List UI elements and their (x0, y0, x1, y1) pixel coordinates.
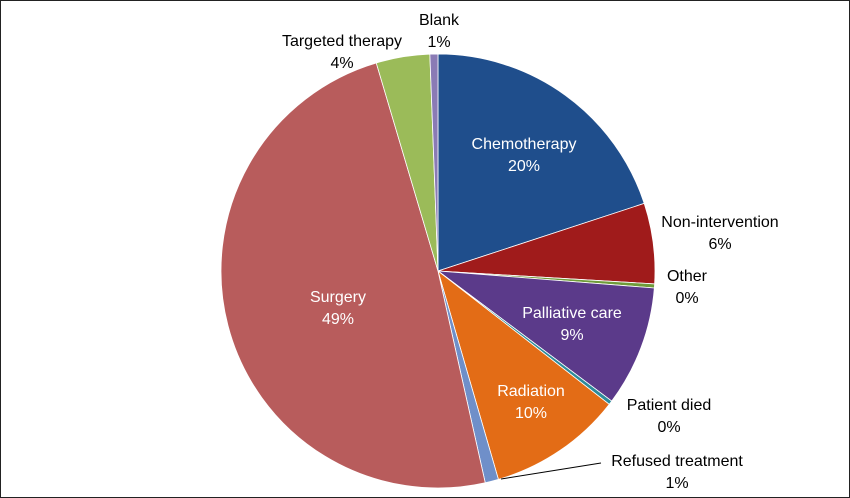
pie-slice-radiation (437, 269, 610, 480)
slice-value-radiation: 10% (515, 405, 547, 422)
pie-slice-chemotherapy (437, 53, 645, 272)
slice-value-surgery: 49% (322, 311, 354, 328)
slice-label-non-intervention: Non-intervention (661, 214, 778, 231)
pie-slice-palliative-care (436, 270, 655, 402)
slice-value-non-intervention: 6% (708, 236, 731, 253)
slice-label-radiation: Radiation (497, 383, 565, 400)
slice-value-refused-treatment: 1% (665, 475, 688, 492)
slice-value-patient-died: 0% (657, 419, 680, 436)
slice-value-other: 0% (675, 290, 698, 307)
pie-slice-surgery (220, 62, 486, 489)
slice-label-palliative-care: Palliative care (522, 305, 622, 322)
slice-value-targeted-therapy: 4% (330, 55, 353, 72)
slice-value-blank: 1% (427, 34, 450, 51)
slice-label-patient-died: Patient died (627, 397, 712, 414)
slice-label-surgery: Surgery (310, 289, 366, 306)
pie-slice-blank (429, 53, 439, 272)
leader-line-refused-treatment (500, 462, 602, 480)
slice-label-other: Other (667, 268, 708, 285)
slice-label-targeted-therapy: Targeted therapy (282, 33, 402, 50)
slice-label-refused-treatment: Refused treatment (611, 453, 743, 470)
slice-label-blank: Blank (419, 12, 460, 29)
slice-value-chemotherapy: 20% (508, 158, 540, 175)
slice-value-palliative-care: 9% (560, 327, 583, 344)
slice-label-chemotherapy: Chemotherapy (472, 136, 577, 153)
